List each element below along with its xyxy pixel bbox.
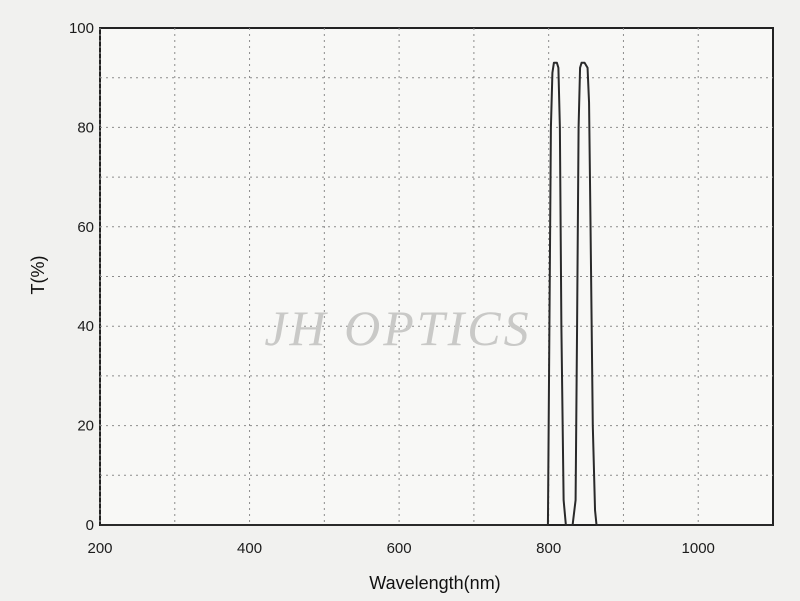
x-tick-label: 600 xyxy=(387,540,412,557)
y-tick-label: 0 xyxy=(86,517,94,534)
y-tick-label: 80 xyxy=(77,119,94,136)
x-tick-label: 1000 xyxy=(682,540,715,557)
y-tick-label: 40 xyxy=(77,318,94,335)
watermark: JH OPTICS xyxy=(264,300,531,356)
y-axis-title: T(%) xyxy=(28,256,48,295)
y-tick-label: 20 xyxy=(77,418,94,435)
y-tick-label: 100 xyxy=(69,20,94,37)
x-tick-labels: 200 400 600 800 1000 xyxy=(87,540,714,557)
x-tick-label: 800 xyxy=(536,540,561,557)
y-tick-label: 60 xyxy=(77,219,94,236)
y-tick-labels: 0 20 40 60 80 100 xyxy=(69,20,94,534)
x-tick-label: 200 xyxy=(87,540,112,557)
x-axis-title: Wavelength(nm) xyxy=(369,573,500,593)
x-tick-label: 400 xyxy=(237,540,262,557)
transmission-curve xyxy=(100,61,773,526)
